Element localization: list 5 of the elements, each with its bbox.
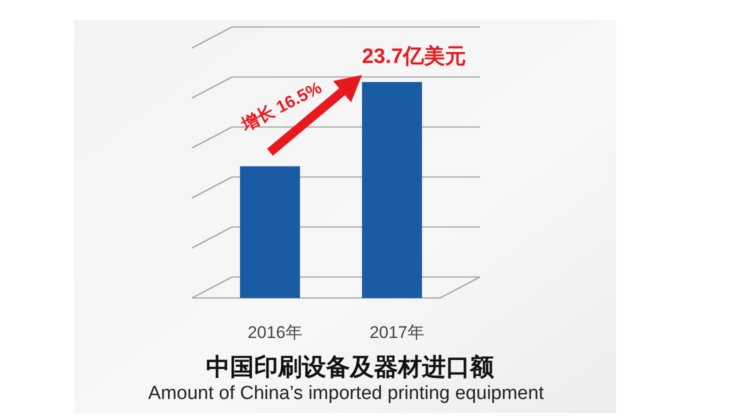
x-tick-label: 2016年 [248, 323, 302, 342]
annotation: 23.7亿美元 [362, 44, 466, 68]
text: Amount of China’s imported printing equipment [148, 383, 545, 404]
text: 中国印刷设备及器材进口额 [206, 354, 495, 381]
x-tick-label: 2017年 [370, 323, 424, 342]
